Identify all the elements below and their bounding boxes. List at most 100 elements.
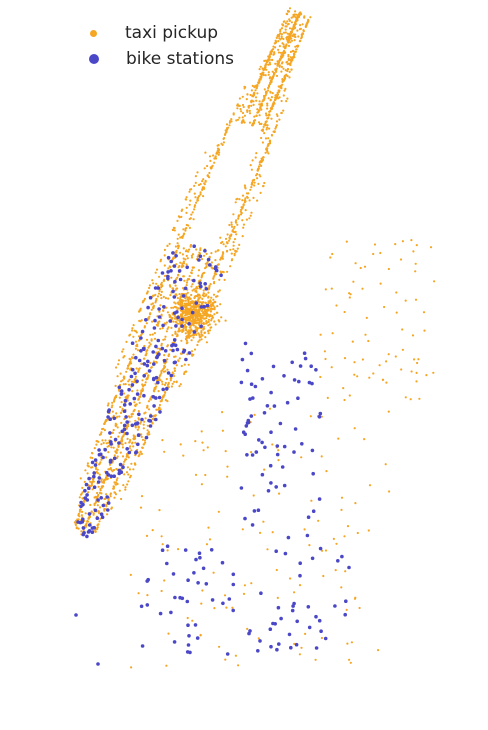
taxi-point-762 xyxy=(224,245,227,248)
taxi-point-1868 xyxy=(92,513,95,516)
taxi-point-1414 xyxy=(138,453,141,456)
taxi-point-195 xyxy=(174,284,177,287)
taxi-point-2922 xyxy=(202,449,205,452)
bike-point-326 xyxy=(303,356,308,361)
taxi-point-2787 xyxy=(433,280,436,283)
taxi-point-797 xyxy=(167,326,170,329)
bike-point-39 xyxy=(169,259,173,264)
taxi-point-1800 xyxy=(127,364,130,367)
taxi-point-1911 xyxy=(256,108,259,111)
taxi-point-387 xyxy=(141,379,144,382)
taxi-point-2802 xyxy=(425,374,428,377)
taxi-point-2228 xyxy=(174,245,177,248)
taxi-point-1824 xyxy=(236,197,239,200)
taxi-point-8 xyxy=(253,115,256,118)
bike-point-180 xyxy=(117,385,122,390)
bike-point-127 xyxy=(152,404,156,408)
taxi-point-2662 xyxy=(188,309,191,312)
taxi-point-1641 xyxy=(150,338,153,341)
taxi-point-1666 xyxy=(276,91,279,94)
taxi-point-2831 xyxy=(298,653,301,656)
taxi-point-933 xyxy=(243,85,246,88)
bike-point-69 xyxy=(134,355,138,360)
taxi-point-1261 xyxy=(256,172,259,176)
taxi-point-2756 xyxy=(345,240,348,243)
bike-point-93 xyxy=(90,530,95,534)
taxi-point-364 xyxy=(190,350,194,353)
taxi-point-1593 xyxy=(192,353,195,356)
bike-point-166 xyxy=(190,310,195,315)
taxi-point-596 xyxy=(252,100,255,103)
taxi-point-469 xyxy=(118,415,121,418)
bike-point-278 xyxy=(178,595,182,600)
taxi-point-1068 xyxy=(130,462,133,465)
taxi-point-1703 xyxy=(275,36,278,40)
taxi-point-1460 xyxy=(240,110,243,113)
taxi-point-1490 xyxy=(86,472,89,475)
taxi-point-1544 xyxy=(107,402,110,405)
taxi-point-471 xyxy=(119,372,122,375)
bike-point-225 xyxy=(310,556,315,561)
bike-point-356 xyxy=(241,430,246,435)
bike-point-11 xyxy=(83,488,87,493)
taxi-point-1019 xyxy=(234,201,237,204)
taxi-point-1833 xyxy=(267,73,270,76)
taxi-point-831 xyxy=(252,196,255,199)
taxi-point-2752 xyxy=(395,311,398,314)
taxi-point-2835 xyxy=(179,443,182,446)
taxi-point-1926 xyxy=(193,204,197,207)
taxi-point-2624 xyxy=(207,318,210,321)
taxi-point-1166 xyxy=(266,107,269,110)
taxi-point-2489 xyxy=(173,314,176,317)
taxi-point-1758 xyxy=(258,122,261,126)
taxi-point-2723 xyxy=(194,295,197,298)
taxi-point-2818 xyxy=(343,310,346,314)
taxi-point-934 xyxy=(143,297,146,300)
taxi-point-1352 xyxy=(186,279,189,282)
bike-point-286 xyxy=(314,646,319,650)
taxi-point-177 xyxy=(185,196,188,199)
taxi-point-1314 xyxy=(183,232,186,235)
taxi-point-2187 xyxy=(137,397,140,401)
taxi-point-2536 xyxy=(211,314,214,318)
bike-point-142 xyxy=(166,255,171,260)
taxi-point-425 xyxy=(244,197,247,200)
taxi-point-500 xyxy=(98,506,102,509)
taxi-point-2257 xyxy=(220,316,223,319)
bike-point-54 xyxy=(124,415,128,419)
taxi-point-1074 xyxy=(184,229,187,232)
bike-point-106 xyxy=(87,476,91,481)
taxi-point-2899 xyxy=(259,531,262,535)
taxi-point-2782 xyxy=(387,267,390,271)
taxi-point-2010 xyxy=(142,299,145,302)
taxi-point-1021 xyxy=(258,114,261,117)
taxi-point-1524 xyxy=(109,495,112,498)
taxi-point-1208 xyxy=(190,213,193,216)
taxi-point-1247 xyxy=(248,199,251,202)
taxi-point-408 xyxy=(279,30,282,33)
taxi-point-1958 xyxy=(123,431,126,434)
taxi-point-2691 xyxy=(193,288,196,291)
taxi-point-2767 xyxy=(381,378,384,381)
taxi-point-2159 xyxy=(197,340,200,343)
bike-point-28 xyxy=(90,460,95,465)
taxi-point-2942 xyxy=(158,509,161,512)
taxi-point-1882 xyxy=(80,492,83,495)
taxi-point-2682 xyxy=(164,323,167,326)
taxi-point-2186 xyxy=(264,123,267,126)
taxi-point-2198 xyxy=(272,48,275,51)
taxi-point-2660 xyxy=(203,331,207,334)
bike-point-263 xyxy=(220,560,225,565)
taxi-point-2711 xyxy=(180,314,183,317)
taxi-point-1869 xyxy=(122,348,125,351)
taxi-point-2862 xyxy=(320,415,323,418)
taxi-point-1162 xyxy=(297,35,300,38)
bike-point-151 xyxy=(106,409,111,414)
taxi-point-2053 xyxy=(137,410,140,413)
taxi-point-1691 xyxy=(262,73,265,77)
taxi-point-2923 xyxy=(334,569,337,572)
taxi-point-2170 xyxy=(279,28,282,31)
taxi-point-2739 xyxy=(203,317,206,320)
taxi-point-1481 xyxy=(180,215,183,218)
taxi-point-1055 xyxy=(127,480,130,483)
